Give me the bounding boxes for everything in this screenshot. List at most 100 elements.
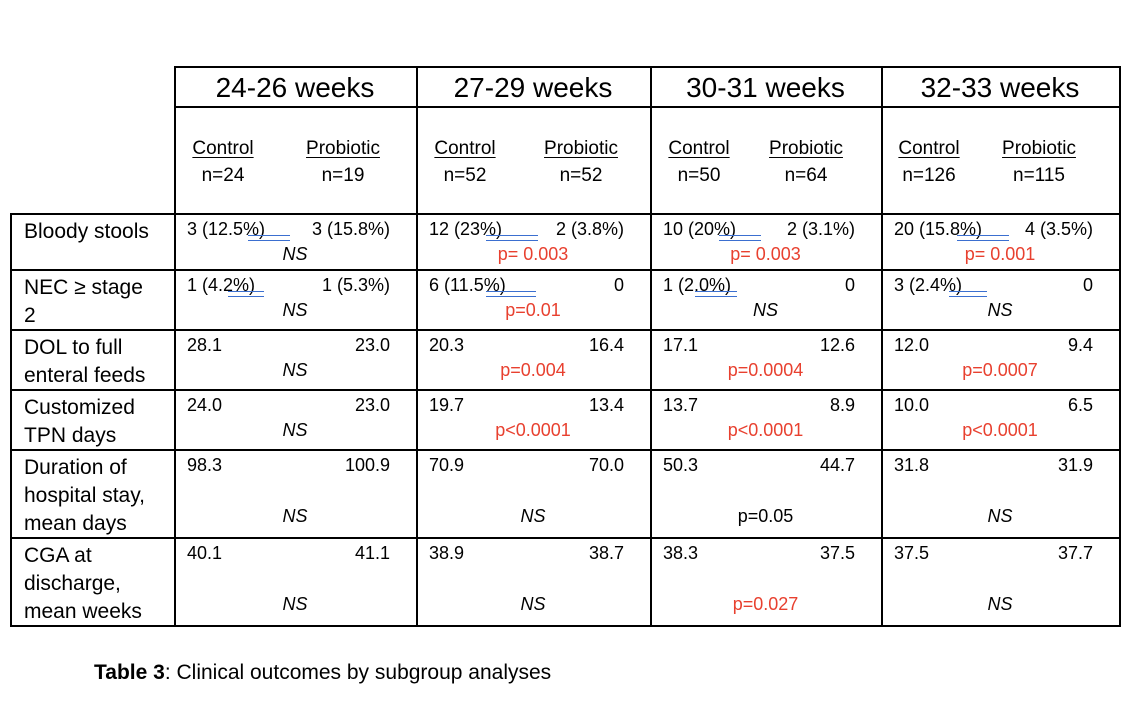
row-label-line: enteral feeds <box>24 364 146 387</box>
caption-label: Table 3 <box>94 661 165 684</box>
probiotic-value: 38.7 <box>588 543 624 563</box>
group-header: 24-26 weeks <box>215 72 375 103</box>
group-header: 32-33 weeks <box>920 72 1080 103</box>
control-value: 3 (2.4%) <box>894 275 963 295</box>
p-value: p<0.0001 <box>962 420 1038 440</box>
double-underline-mark <box>957 235 1009 241</box>
p-value: p=0.01 <box>505 300 561 320</box>
probiotic-value: 13.4 <box>588 395 624 415</box>
row-label-line: 2 <box>24 304 36 327</box>
probiotic-n: n=115 <box>1013 165 1065 186</box>
p-value: NS <box>987 594 1013 614</box>
control-value: 17.1 <box>663 335 699 355</box>
row-divider <box>10 389 1121 391</box>
probiotic-label: Probiotic <box>1002 138 1076 159</box>
control-value: 3 (12.5%) <box>187 219 266 239</box>
control-value: 31.8 <box>894 455 930 475</box>
control-value: 12 (23%) <box>429 219 503 239</box>
row-divider <box>10 449 1121 451</box>
double-underline-mark <box>248 235 290 241</box>
probiotic-arm-header: Probiotic n=115 <box>994 135 1084 189</box>
row-label-line: CGA at <box>24 544 92 567</box>
probiotic-value: 0 <box>1082 275 1093 295</box>
row-label-line: Duration of <box>24 456 127 479</box>
probiotic-value: 16.4 <box>588 335 624 355</box>
control-value: 50.3 <box>663 455 699 475</box>
column-divider <box>650 66 652 627</box>
control-value: 10 (20%) <box>663 219 737 239</box>
row-label-line: Customized <box>24 396 135 419</box>
p-value: p<0.0001 <box>495 420 571 440</box>
control-value: 38.3 <box>663 543 699 563</box>
row-divider <box>10 213 1121 215</box>
control-value: 12.0 <box>894 335 930 355</box>
p-value: NS <box>520 506 546 526</box>
probiotic-label: Probiotic <box>544 138 618 159</box>
row-label-line: hospital stay, <box>24 484 146 507</box>
probiotic-value: 23.0 <box>354 395 390 415</box>
control-value: 98.3 <box>187 455 223 475</box>
border-group-divider <box>174 106 1121 108</box>
column-divider <box>416 66 418 627</box>
row-label: Bloody stools <box>24 218 174 246</box>
control-value: 70.9 <box>429 455 465 475</box>
probiotic-n: n=19 <box>321 165 365 186</box>
probiotic-value: 37.7 <box>1057 543 1093 563</box>
probiotic-value: 12.6 <box>819 335 855 355</box>
probiotic-n: n=52 <box>559 165 603 186</box>
p-value: NS <box>282 360 308 380</box>
probiotic-value: 41.1 <box>354 543 390 563</box>
row-label-line: Bloody stools <box>24 220 149 243</box>
probiotic-n: n=64 <box>784 165 828 186</box>
p-value: p<0.0001 <box>727 420 804 440</box>
row-divider <box>10 329 1121 331</box>
row-label-line: mean days <box>24 512 127 535</box>
row-label-line: DOL to full <box>24 336 123 359</box>
border-top <box>174 66 1121 68</box>
control-label: Control <box>434 138 496 159</box>
control-value: 20.3 <box>429 335 465 355</box>
double-underline-mark <box>486 235 538 241</box>
double-underline-mark <box>228 291 264 297</box>
probiotic-value: 6.5 <box>1067 395 1093 415</box>
probiotic-value: 70.0 <box>588 455 624 475</box>
control-value: 20 (15.8%) <box>894 219 983 239</box>
column-divider <box>881 66 883 627</box>
probiotic-value: 8.9 <box>829 395 855 415</box>
probiotic-value: 37.5 <box>819 543 855 563</box>
row-label: Duration of hospital stay, mean days <box>24 454 174 538</box>
control-arm-header: Control n=52 <box>428 135 502 189</box>
row-label: DOL to full enteral feeds <box>24 334 174 390</box>
control-value: 10.0 <box>894 395 930 415</box>
probiotic-value: 31.9 <box>1057 455 1093 475</box>
p-value: NS <box>282 300 308 320</box>
probiotic-value: 2 (3.1%) <box>786 219 855 239</box>
control-value: 13.7 <box>663 395 699 415</box>
group-header: 30-31 weeks <box>686 72 845 103</box>
p-value: NS <box>987 506 1013 526</box>
p-value: NS <box>752 300 778 320</box>
double-underline-mark <box>949 291 987 297</box>
row-label: NEC ≥ stage 2 <box>24 274 174 330</box>
p-value: NS <box>282 506 308 526</box>
probiotic-value: 0 <box>613 275 624 295</box>
probiotic-value: 0 <box>844 275 855 295</box>
double-underline-mark <box>695 291 737 297</box>
probiotic-value: 9.4 <box>1067 335 1093 355</box>
p-value: p=0.05 <box>737 506 794 526</box>
control-n: n=52 <box>443 165 487 186</box>
control-arm-header: Control n=50 <box>662 135 736 189</box>
p-value: NS <box>282 594 308 614</box>
p-value: p=0.004 <box>500 360 566 380</box>
column-divider <box>1119 66 1121 627</box>
probiotic-value: 3 (15.8%) <box>311 219 390 239</box>
p-value: NS <box>282 244 308 264</box>
control-label: Control <box>192 138 254 159</box>
control-label: Control <box>668 138 730 159</box>
control-value: 24.0 <box>187 395 223 415</box>
control-value: 6 (11.5%) <box>429 275 506 295</box>
row-divider <box>10 537 1121 539</box>
p-value: NS <box>282 420 308 440</box>
p-value: p= 0.003 <box>497 244 569 264</box>
row-divider <box>10 269 1121 271</box>
